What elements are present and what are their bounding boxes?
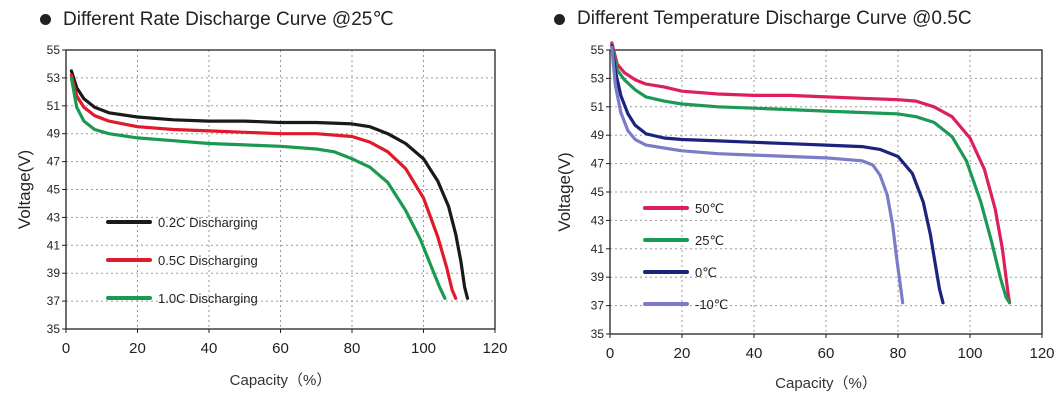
y-tick-label: 45 xyxy=(47,183,61,197)
x-axis-label: Capacity（%） xyxy=(775,375,877,392)
y-tick-label: 55 xyxy=(47,43,61,57)
legend-label-0-2c-discharging: 0.2C Discharging xyxy=(158,215,258,230)
series-line-0-5c-discharging xyxy=(69,73,458,300)
rate-chart-title-row: Different Rate Discharge Curve @25℃ xyxy=(40,8,394,31)
bullet-icon xyxy=(40,14,51,25)
y-tick-label: 53 xyxy=(591,71,605,85)
y-tick-label: 35 xyxy=(591,327,605,341)
series-line-25c xyxy=(610,44,1012,305)
x-tick-label: 40 xyxy=(746,345,763,362)
y-tick-label: 53 xyxy=(47,71,61,85)
series-line-0-2c-discharging xyxy=(69,69,470,300)
legend-label-0c: 0℃ xyxy=(695,265,717,280)
legend-label-0-5c-discharging: 0.5C Discharging xyxy=(158,253,258,268)
legend-label-25c: 25℃ xyxy=(695,233,724,248)
x-tick-label: 0 xyxy=(606,345,614,362)
rate-chart-title: Different Rate Discharge Curve @25℃ xyxy=(63,9,394,30)
x-tick-label: 40 xyxy=(201,340,218,357)
x-tick-label: 120 xyxy=(482,340,507,357)
y-tick-label: 45 xyxy=(591,185,605,199)
rate-discharge-chart: 35 37 39 41 43 45 47 49 51 53 55 0 20 40 60 80 100 120 Vol… xyxy=(15,43,508,389)
series-line-0c xyxy=(610,44,945,305)
y-axis-label: Voltage(V) xyxy=(555,152,574,231)
x-axis-label: Capacity（%） xyxy=(230,372,332,389)
x-tick-label: 100 xyxy=(957,345,982,362)
y-tick-label: 47 xyxy=(47,155,61,169)
x-tick-label: 80 xyxy=(890,345,907,362)
temperature-discharge-chart: 35 37 39 41 43 45 47 49 51 53 55 0 20 40 60 80 100 120 Vol… xyxy=(555,41,1055,392)
y-tick-label: 51 xyxy=(591,100,605,114)
series-line-50c xyxy=(610,41,1012,305)
temperature-chart-title: Different Temperature Discharge Curve @0… xyxy=(577,8,972,29)
rate-discharge-panel: Different Rate Discharge Curve @25℃ 35 37… xyxy=(15,8,508,389)
y-tick-label: 43 xyxy=(591,213,605,227)
legend-label-1-0c-discharging: 1.0C Discharging xyxy=(158,291,258,306)
y-tick-label: 49 xyxy=(47,127,61,141)
y-tick-label: 49 xyxy=(591,128,605,142)
x-tick-label: 100 xyxy=(411,340,436,357)
x-tick-label: 60 xyxy=(818,345,835,362)
y-tick-label: 51 xyxy=(47,99,61,113)
bullet-icon xyxy=(554,13,565,25)
legend-label-50c: 50℃ xyxy=(695,201,724,216)
x-tick-label: 80 xyxy=(344,340,361,357)
y-tick-label: 47 xyxy=(591,157,605,171)
y-tick-label: 39 xyxy=(47,266,61,280)
series-line-10c xyxy=(610,45,905,305)
y-tick-label: 39 xyxy=(591,270,605,284)
x-tick-label: 120 xyxy=(1029,345,1054,362)
y-axis-label: Voltage(V) xyxy=(15,150,34,229)
y-tick-label: 37 xyxy=(591,299,605,313)
legend-label-10c: -10℃ xyxy=(695,297,728,312)
x-tick-label: 0 xyxy=(62,340,70,357)
temperature-discharge-panel: Different Temperature Discharge Curve @0… xyxy=(530,0,1060,413)
y-tick-label: 37 xyxy=(47,294,61,308)
y-tick-label: 41 xyxy=(591,242,605,256)
x-tick-label: 20 xyxy=(674,345,691,362)
y-tick-label: 43 xyxy=(47,210,61,224)
y-tick-label: 35 xyxy=(47,322,61,336)
y-tick-label: 41 xyxy=(47,238,61,252)
x-tick-label: 20 xyxy=(129,340,146,357)
x-tick-label: 60 xyxy=(272,340,289,357)
series-line-1-0c-discharging xyxy=(69,76,447,300)
y-tick-label: 55 xyxy=(591,43,605,57)
temperature-chart-title-row: Different Temperature Discharge Curve @0… xyxy=(554,8,972,30)
